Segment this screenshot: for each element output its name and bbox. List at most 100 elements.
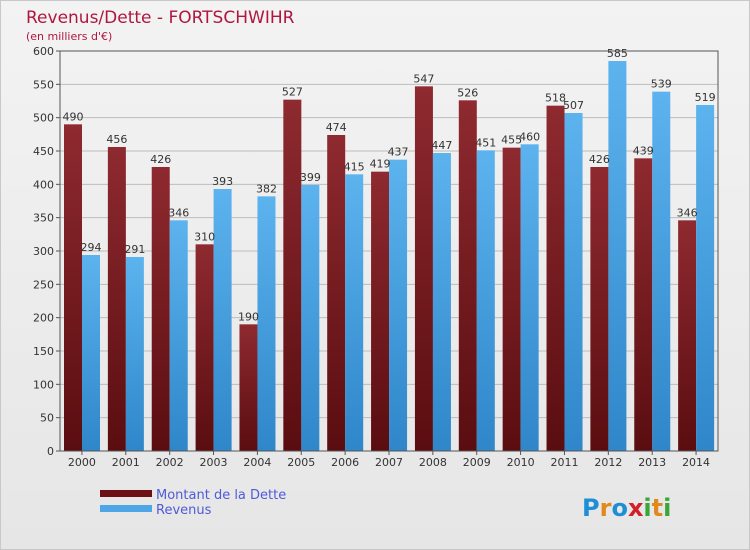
proxiti-logo: Proxiti	[582, 494, 671, 522]
legend: Montant de la Dette Revenus	[100, 488, 286, 518]
value-label: 519	[695, 91, 716, 104]
y-tick-label: 400	[33, 178, 54, 191]
x-tick-label: 2005	[287, 456, 315, 469]
value-label: 547	[413, 72, 434, 85]
x-tick-label: 2002	[156, 456, 184, 469]
y-axis-ticks: 0 50 100 150 200 250 300 350 400 450 500 550 600	[33, 45, 60, 458]
x-tick-label: 2003	[200, 456, 228, 469]
y-tick-label: 550	[33, 78, 54, 91]
y-tick-label: 350	[33, 212, 54, 225]
bar-debt-2000	[64, 124, 82, 451]
plot-border	[59, 50, 719, 452]
bar-revenue-2009	[476, 150, 495, 452]
bar-revenue-2010	[520, 144, 539, 452]
y-tick-label: 450	[33, 145, 54, 158]
value-label: 294	[81, 241, 102, 254]
bar-revenue-2006	[345, 174, 364, 452]
value-label: 393	[212, 175, 233, 188]
x-tick-label: 2013	[638, 456, 666, 469]
bar-revenue-2013	[652, 91, 671, 452]
bar-revenue-2011	[564, 113, 583, 451]
proxiti-wordmark: Proxiti	[582, 494, 671, 522]
x-tick-label: 2006	[331, 456, 359, 469]
bar-debt-2013	[634, 158, 653, 452]
bar-revenue-2001	[125, 257, 144, 451]
bar-debt-2006	[327, 135, 346, 451]
bar-revenue-2012	[608, 61, 627, 451]
value-label: 310	[194, 230, 215, 243]
value-label: 439	[633, 144, 654, 157]
bar-debt-2010	[502, 147, 521, 451]
y-tick-label: 100	[33, 378, 54, 391]
legend-label-revenue: Revenus	[156, 503, 212, 518]
x-tick-label: 2012	[594, 456, 622, 469]
value-label: 399	[300, 171, 321, 184]
bar-debt-2002	[151, 167, 170, 451]
value-label: 419	[370, 158, 391, 171]
x-tick-label: 2001	[112, 456, 140, 469]
value-label: 518	[545, 92, 566, 105]
chart-title: Revenus/Dette - FORTSCHWIHR	[26, 8, 295, 28]
bar-revenue-2005	[301, 185, 320, 451]
bar-revenue-2002	[169, 220, 188, 451]
x-tick-label: 2009	[463, 456, 491, 469]
value-label: 526	[457, 86, 478, 99]
bar-revenue-2003	[213, 189, 232, 451]
bar-debt-2007	[371, 171, 390, 451]
value-label: 507	[563, 99, 584, 112]
value-label: 346	[677, 206, 698, 219]
y-tick-label: 150	[33, 345, 54, 358]
value-label: 539	[651, 78, 672, 91]
value-label: 190	[238, 310, 259, 323]
value-label: 490	[63, 110, 84, 123]
value-label: 456	[106, 133, 127, 146]
x-tick-label: 2010	[507, 456, 535, 469]
bar-revenue-2014	[696, 105, 715, 451]
y-tick-label: 0	[47, 445, 54, 458]
y-tick-label: 500	[33, 112, 54, 125]
bar-debt-2005	[283, 99, 302, 452]
y-tick-label: 600	[33, 45, 54, 58]
bar-debt-2001	[107, 147, 126, 451]
x-axis-ticks: 2000 2001 2002 2003 2004 2005 2006 2007 2008 2009…	[68, 451, 710, 469]
bar-debt-2004	[239, 324, 258, 451]
value-label: 585	[607, 47, 628, 60]
value-label: 460	[519, 130, 540, 143]
x-tick-label: 2004	[243, 456, 271, 469]
bar-revenue-2000	[82, 255, 100, 451]
bar-debt-2003	[195, 244, 214, 451]
value-labels: 490 294 456 291 426 346 310 393 190 382 527 399 474 4…	[63, 47, 716, 323]
bar-debt-2012	[590, 167, 609, 451]
y-tick-label: 250	[33, 278, 54, 291]
x-tick-label: 2000	[68, 456, 96, 469]
bar-debt-2009	[458, 100, 477, 451]
y-tick-label: 300	[33, 245, 54, 258]
x-tick-label: 2008	[419, 456, 447, 469]
bar-debt-2011	[546, 105, 565, 452]
value-label: 382	[256, 182, 277, 195]
value-label: 474	[326, 121, 347, 134]
y-tick-label: 200	[33, 312, 54, 325]
legend-label-debt: Montant de la Dette	[156, 488, 286, 503]
bars	[64, 61, 715, 452]
bar-revenue-2004	[257, 196, 276, 451]
legend-swatch-revenue	[100, 505, 152, 512]
bar-debt-2014	[678, 220, 697, 451]
chart-subtitle: (en milliers d'€)	[26, 30, 112, 43]
legend-swatch-debt	[100, 490, 152, 497]
value-label: 437	[388, 146, 409, 159]
value-label: 447	[431, 139, 452, 152]
value-label: 426	[150, 153, 171, 166]
bar-debt-2008	[414, 86, 433, 451]
x-tick-label: 2007	[375, 456, 403, 469]
value-label: 415	[344, 160, 365, 173]
bar-revenue-2008	[432, 153, 451, 451]
bar-revenue-2007	[389, 159, 408, 451]
x-tick-label: 2014	[682, 456, 710, 469]
value-label: 455	[501, 134, 522, 147]
value-label: 527	[282, 86, 303, 99]
y-tick-label: 50	[40, 412, 54, 425]
value-label: 451	[475, 136, 496, 149]
value-label: 346	[168, 206, 189, 219]
